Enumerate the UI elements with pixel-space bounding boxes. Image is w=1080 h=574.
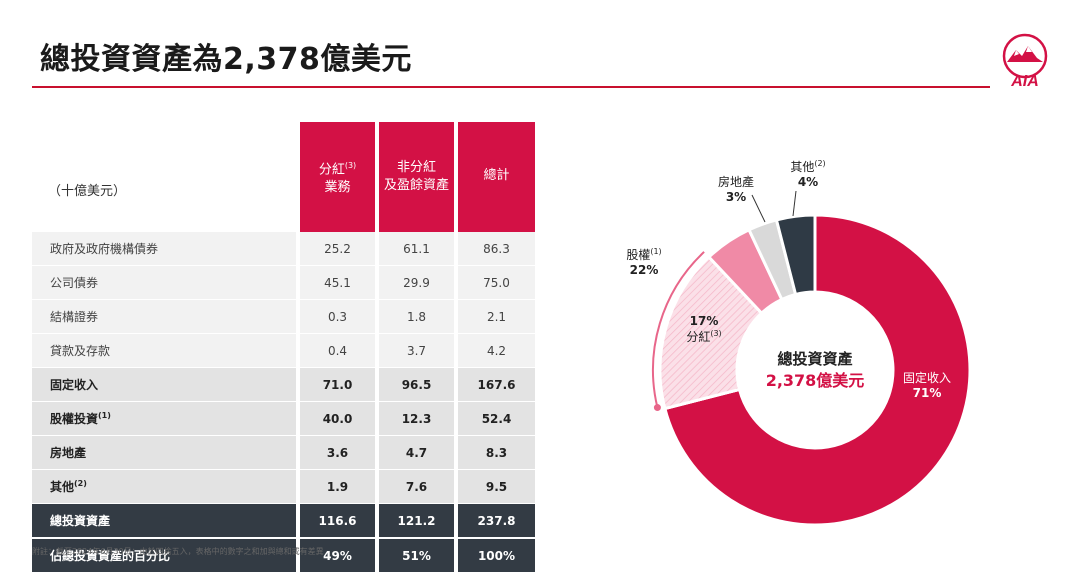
slice-label-股權: 股權(1) xyxy=(626,247,661,262)
leader-line xyxy=(792,190,797,217)
row-label: 固定收入 xyxy=(32,367,298,402)
table-cell: 45.1 xyxy=(296,265,377,300)
table-row: 股權投資(1) 40.0 12.3 52.4 xyxy=(32,401,535,436)
table-cell: 116.6 xyxy=(296,503,377,539)
table-cell: 167.6 xyxy=(454,367,535,402)
row-label: 房地產 xyxy=(32,435,298,470)
column-header: 總計 xyxy=(454,122,535,232)
table-cell: 40.0 xyxy=(296,401,377,436)
table-row: 固定收入 71.0 96.5 167.6 xyxy=(32,367,535,402)
table-row: 公司債券 45.1 29.9 75.0 xyxy=(32,265,535,300)
table-cell: 29.9 xyxy=(375,265,456,300)
investment-table: （十億美元） 分紅(3) 業務 非分紅 及盈餘資產 總計 政府及政府機構債券 25.2 61… xyxy=(32,122,535,574)
slice-label-其他: 其他(2) xyxy=(790,159,825,174)
donut-center-value: 2,378億美元 xyxy=(766,371,865,390)
table-cell: 12.3 xyxy=(375,401,456,436)
slice-label-房地產: 房地產 xyxy=(718,174,754,189)
donut-slice-其他 xyxy=(774,213,817,297)
donut-slice-固定收入 xyxy=(663,213,972,527)
table-cell: 86.3 xyxy=(454,232,535,266)
table-cell: 3.7 xyxy=(375,333,456,368)
row-label: 總投資資產 xyxy=(32,503,298,539)
table-cell: 7.6 xyxy=(375,469,456,504)
table-row: 貸款及存款 0.4 3.7 4.2 xyxy=(32,333,535,368)
table-cell: 8.3 xyxy=(454,435,535,470)
table-cell: 75.0 xyxy=(454,265,535,300)
table-cell: 1.9 xyxy=(296,469,377,504)
dividend-label: 分紅(3) xyxy=(686,329,721,344)
title-rule xyxy=(32,86,990,88)
table-cell: 71.0 xyxy=(296,367,377,402)
table-row: 房地產 3.6 4.7 8.3 xyxy=(32,435,535,470)
row-label: 股權投資(1) xyxy=(32,401,298,436)
slice-value-其他: 4% xyxy=(798,175,818,189)
table-cell: 4.2 xyxy=(454,333,535,368)
aia-logo-icon: AIA xyxy=(1002,33,1048,90)
table-cell: 121.2 xyxy=(375,503,456,539)
row-label: 政府及政府機構債券 xyxy=(32,232,298,266)
leader-line xyxy=(751,194,766,223)
table-cell: 25.2 xyxy=(296,232,377,266)
page-title: 總投資資產為2,378億美元 xyxy=(40,42,412,77)
row-label: 結構證券 xyxy=(32,299,298,334)
footnote: 附註：截至2024年6月30日；由於四捨五入，表格中的數字之和加與總和或有差異 xyxy=(32,547,324,556)
table-row: 其他(2) 1.9 7.6 9.5 xyxy=(32,469,535,504)
slice-value-房地產: 3% xyxy=(726,190,746,204)
table-cell: 3.6 xyxy=(296,435,377,470)
table-row: 結構證券 0.3 1.8 2.1 xyxy=(32,299,535,334)
table-cell: 237.8 xyxy=(454,503,535,539)
table-cell: 61.1 xyxy=(375,232,456,266)
donut-center-title: 總投資資產 xyxy=(777,350,852,368)
table-row: 總投資資產 116.6 121.2 237.8 xyxy=(32,503,535,539)
table-cell: 100% xyxy=(454,538,535,574)
column-header: 非分紅 及盈餘資產 xyxy=(375,122,456,232)
bracket-dot xyxy=(653,404,661,412)
svg-text:AIA: AIA xyxy=(1010,73,1039,90)
row-label: 公司債券 xyxy=(32,265,298,300)
table-cell: 51% xyxy=(375,538,456,574)
dividend-bracket xyxy=(652,251,705,408)
slice-label-固定收入: 固定收入 xyxy=(903,370,951,385)
table-cell: 0.3 xyxy=(296,299,377,334)
slice-value-股權: 22% xyxy=(630,263,659,277)
row-label: 貸款及存款 xyxy=(32,333,298,368)
column-header: 分紅(3) 業務 xyxy=(296,122,377,232)
unit-label: （十億美元） xyxy=(32,122,298,232)
table-cell: 1.8 xyxy=(375,299,456,334)
table-cell: 96.5 xyxy=(375,367,456,402)
table-cell: 52.4 xyxy=(454,401,535,436)
slice-value-固定收入: 71% xyxy=(913,386,942,400)
table-cell: 9.5 xyxy=(454,469,535,504)
row-label: 其他(2) xyxy=(32,469,298,504)
table-cell: 0.4 xyxy=(296,333,377,368)
table-row: 政府及政府機構債券 25.2 61.1 86.3 xyxy=(32,232,535,266)
table-cell: 2.1 xyxy=(454,299,535,334)
dividend-value: 17% xyxy=(690,314,719,328)
table-cell: 4.7 xyxy=(375,435,456,470)
